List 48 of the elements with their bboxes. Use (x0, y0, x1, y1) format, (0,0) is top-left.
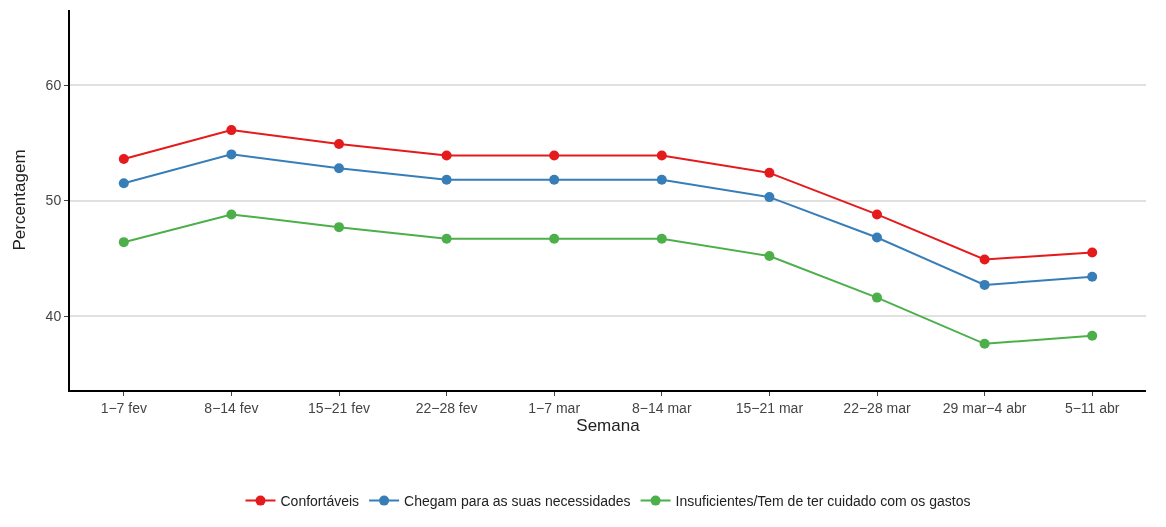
point (334, 138, 344, 149)
x-tick-label: 8−14 fev (204, 399, 259, 416)
x-tick-label: 5−11 abr (1064, 399, 1120, 416)
point (979, 338, 990, 349)
point (118, 178, 129, 189)
point (764, 251, 775, 262)
point (979, 254, 990, 265)
y-tick-label: 60 (45, 76, 62, 93)
x-tick-label: 22−28 fev (415, 399, 478, 416)
point (872, 209, 882, 220)
y-tick-label: 50 (45, 192, 62, 209)
point (441, 150, 452, 161)
point (872, 232, 882, 243)
legend-label: Confortáveis (280, 493, 360, 510)
point (872, 292, 882, 303)
x-tick-label: 22−28 mar (843, 399, 911, 416)
x-tick-label: 29 mar−4 abr (942, 399, 1027, 416)
point (549, 150, 560, 161)
x-tick-label: 1−7 mar (528, 399, 581, 416)
point (979, 279, 990, 290)
point (549, 233, 560, 244)
point (549, 174, 560, 185)
legend-label: Insuficientes/Tem de ter cuidado com os gastos (675, 493, 971, 510)
point (656, 233, 667, 244)
point (656, 174, 667, 185)
x-tick-label: 15−21 mar (735, 399, 804, 416)
x-tick-label: 1−7 fev (100, 399, 147, 416)
point (1087, 330, 1098, 341)
point (118, 154, 129, 164)
point (334, 222, 344, 233)
x-axis-title: Semana (576, 415, 641, 435)
y-tick-label: 40 (45, 307, 62, 324)
point (1087, 247, 1098, 258)
point (441, 233, 452, 244)
point (226, 209, 237, 220)
point (764, 192, 775, 203)
point (1087, 271, 1098, 282)
point (656, 150, 667, 161)
point (226, 149, 237, 160)
y-axis-title: Percentagem (10, 149, 29, 251)
x-tick-label: 15−21 fev (308, 399, 370, 416)
point (226, 125, 237, 136)
point (764, 167, 775, 178)
point (441, 174, 452, 185)
point (118, 237, 129, 248)
legend-label: Chegam para as suas necessidades (404, 493, 631, 510)
point (334, 163, 344, 174)
x-tick-label: 8−14 mar (632, 399, 692, 416)
